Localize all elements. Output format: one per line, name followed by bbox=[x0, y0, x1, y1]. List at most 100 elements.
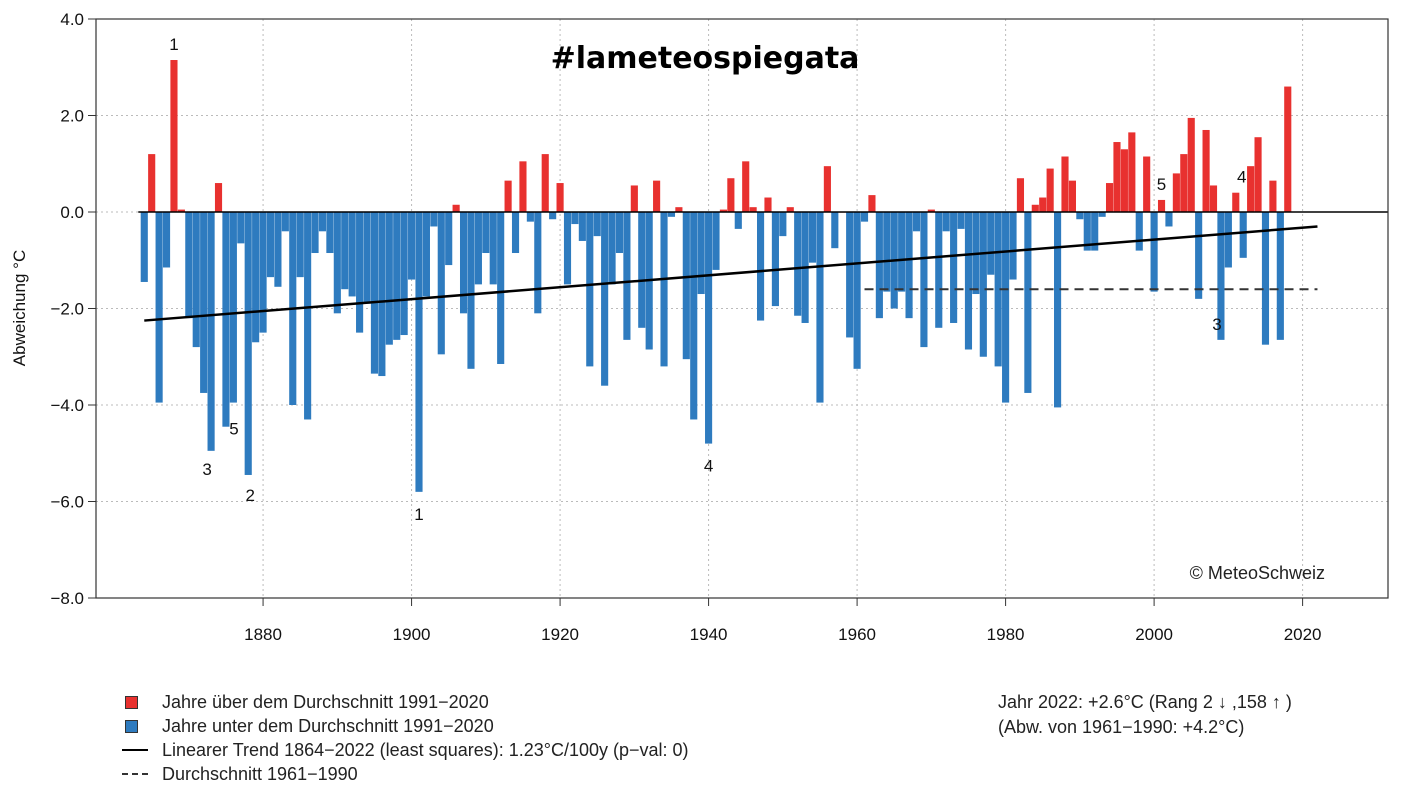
bar-2016 bbox=[1269, 180, 1277, 212]
bar-1989 bbox=[1068, 180, 1076, 212]
bar-1869 bbox=[177, 209, 185, 212]
bar-1907 bbox=[459, 212, 468, 314]
bar-1968 bbox=[912, 212, 921, 232]
legend: Jahre über dem Durchschnitt 1991−2020 Ja… bbox=[122, 690, 689, 786]
bar-2012 bbox=[1239, 212, 1247, 258]
bar-1896 bbox=[378, 212, 386, 377]
bar-1970 bbox=[927, 209, 935, 212]
bar-1954 bbox=[808, 212, 817, 263]
dashed-line-icon bbox=[122, 773, 148, 775]
bar-1943 bbox=[727, 178, 735, 212]
bar-1996 bbox=[1120, 149, 1128, 212]
bar-1982 bbox=[1016, 178, 1025, 212]
bar-1949 bbox=[771, 212, 779, 307]
bar-1901 bbox=[415, 212, 423, 492]
bar-1872 bbox=[200, 212, 208, 393]
bar-1905 bbox=[445, 212, 453, 266]
bar-1944 bbox=[734, 212, 742, 229]
bar-1937 bbox=[682, 212, 690, 360]
bar-1940 bbox=[705, 212, 713, 444]
rank-label-cold-1: 1 bbox=[414, 505, 423, 524]
bar-1984 bbox=[1031, 204, 1039, 212]
bar-1914 bbox=[511, 212, 520, 254]
y-axis-ticks: 4.0 2.0 0.0 −2.0 −4.0 −6.0 −8.0 bbox=[50, 10, 96, 608]
x-tick-label: 1880 bbox=[244, 625, 282, 644]
bar-1871 bbox=[192, 212, 200, 348]
bar-1910 bbox=[482, 212, 490, 254]
bar-1960 bbox=[853, 212, 861, 369]
bar-1971 bbox=[935, 212, 943, 328]
bar-2007 bbox=[1202, 129, 1210, 212]
blue-swatch-icon bbox=[125, 719, 138, 733]
hashtag-title: #lameteospiegata bbox=[551, 41, 860, 76]
bar-2018 bbox=[1284, 86, 1292, 212]
bar-1870 bbox=[185, 212, 193, 319]
bar-1936 bbox=[675, 207, 683, 212]
bar-1920 bbox=[556, 183, 564, 212]
legend-item-trend: Linearer Trend 1864−2022 (least squares)… bbox=[122, 738, 689, 762]
bar-1866 bbox=[155, 212, 163, 403]
x-tick-label: 2020 bbox=[1284, 625, 1322, 644]
y-tick-label: −6.0 bbox=[50, 493, 84, 512]
bar-1935 bbox=[667, 212, 676, 217]
bar-2008 bbox=[1209, 185, 1218, 212]
bar-1912 bbox=[497, 212, 505, 364]
bar-1995 bbox=[1113, 142, 1121, 212]
bar-1897 bbox=[385, 212, 393, 345]
bar-1893 bbox=[356, 212, 364, 333]
legend-item-above: Jahre über dem Durchschnitt 1991−2020 bbox=[122, 690, 689, 714]
bar-2006 bbox=[1195, 212, 1203, 299]
rank-label-warm-3: 3 bbox=[1212, 315, 1221, 334]
bar-1929 bbox=[623, 212, 631, 340]
bar-1925 bbox=[593, 212, 601, 237]
bar-1892 bbox=[348, 212, 356, 297]
bar-1865 bbox=[148, 154, 156, 212]
bar-1987 bbox=[1054, 212, 1062, 408]
bar-1867 bbox=[162, 212, 171, 268]
bar-1933 bbox=[653, 180, 661, 212]
rank-labels: 1 2 3 4 5 1 2 3 4 5 bbox=[169, 0, 1322, 524]
bar-1881 bbox=[266, 212, 275, 278]
bar-1904 bbox=[437, 212, 445, 355]
bar-1923 bbox=[578, 212, 586, 241]
bar-1906 bbox=[452, 204, 460, 212]
bar-2013 bbox=[1247, 166, 1255, 212]
bar-1898 bbox=[393, 212, 401, 340]
year-info-line2: (Abw. von 1961−1990: +4.2°C) bbox=[998, 717, 1245, 737]
bar-1888 bbox=[318, 212, 327, 232]
bar-1894 bbox=[363, 212, 371, 304]
bar-1921 bbox=[563, 212, 572, 285]
bar-1942 bbox=[719, 209, 728, 212]
bar-1903 bbox=[430, 212, 438, 227]
bar-1887 bbox=[311, 212, 319, 254]
bar-1916 bbox=[526, 212, 534, 222]
rank-label-warm-1: 1 bbox=[169, 35, 178, 54]
y-axis-label: Abweichung °C bbox=[10, 250, 29, 366]
bar-1938 bbox=[690, 212, 698, 420]
bar-1975 bbox=[964, 212, 973, 350]
bar-1957 bbox=[831, 212, 839, 249]
bar-1900 bbox=[408, 212, 416, 280]
bar-2010 bbox=[1224, 212, 1232, 268]
bar-1977 bbox=[979, 212, 987, 357]
bar-2001 bbox=[1157, 199, 1166, 212]
bar-1979 bbox=[994, 212, 1002, 367]
bar-1967 bbox=[905, 212, 913, 319]
bars bbox=[140, 60, 1292, 492]
bar-1961 bbox=[860, 212, 869, 222]
bar-1985 bbox=[1039, 197, 1047, 212]
bar-1930 bbox=[630, 185, 638, 212]
y-tick-label: −2.0 bbox=[50, 300, 84, 319]
y-tick-label: −4.0 bbox=[50, 396, 84, 415]
rank-label-warm-4: 4 bbox=[1237, 168, 1246, 187]
bar-1885 bbox=[296, 212, 304, 278]
bar-1915 bbox=[519, 161, 527, 212]
bar-1864 bbox=[140, 212, 148, 282]
bar-1917 bbox=[534, 212, 542, 314]
bar-1927 bbox=[608, 212, 616, 285]
bar-1993 bbox=[1098, 212, 1106, 217]
bar-1992 bbox=[1091, 212, 1099, 251]
bar-2005 bbox=[1187, 117, 1195, 212]
bar-1890 bbox=[333, 212, 341, 314]
bar-1874 bbox=[214, 183, 223, 212]
